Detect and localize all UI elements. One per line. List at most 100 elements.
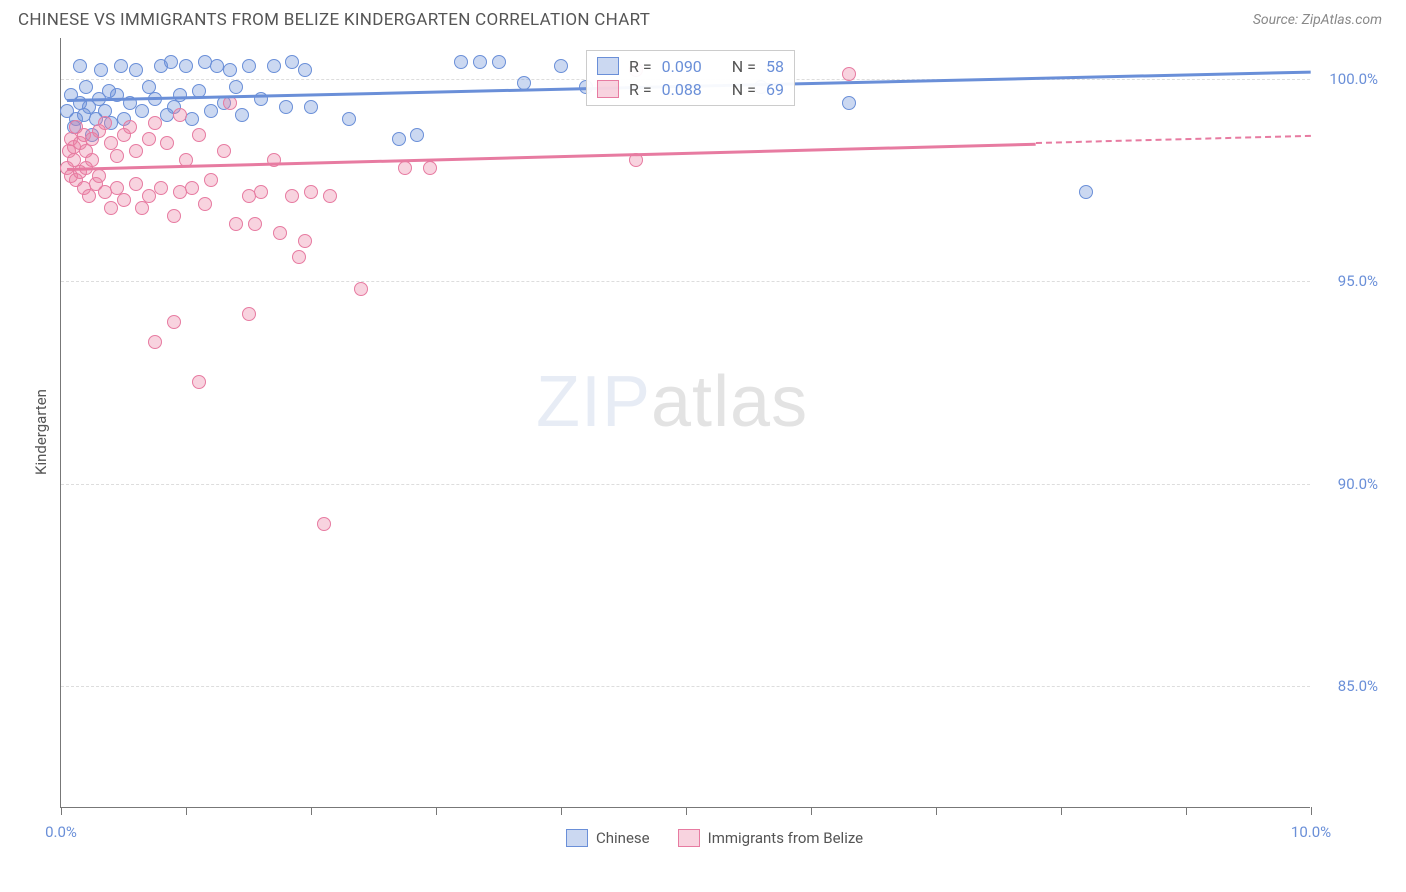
data-point [167, 209, 181, 223]
data-point [160, 136, 174, 150]
data-point [185, 181, 199, 195]
data-point [842, 67, 856, 81]
stat-r-value: 0.090 [662, 57, 702, 76]
data-point [354, 282, 368, 296]
y-tick-label: 100.0% [1318, 70, 1378, 88]
legend-label: Immigrants from Belize [708, 829, 864, 847]
data-point [235, 108, 249, 122]
data-point [92, 169, 106, 183]
data-point [254, 185, 268, 199]
data-point [248, 217, 262, 231]
stat-r-label: R = [629, 80, 652, 99]
data-point [173, 108, 187, 122]
gridline [61, 686, 1310, 687]
data-point [229, 217, 243, 231]
correlation-stats-box: R = 0.090 N = 58 R = 0.088 N = 69 [586, 50, 795, 106]
y-tick-label: 95.0% [1318, 272, 1378, 290]
data-point [164, 55, 178, 69]
stats-row: R = 0.090 N = 58 [597, 55, 784, 78]
legend-item[interactable]: Chinese [566, 829, 650, 847]
data-point [94, 63, 108, 77]
trend-line [67, 142, 1036, 170]
trend-line-extrapolated [1036, 135, 1311, 144]
data-point [129, 177, 143, 191]
data-point [185, 112, 199, 126]
stat-n-value: 58 [766, 57, 784, 76]
data-point [148, 335, 162, 349]
data-point [304, 100, 318, 114]
data-point [98, 116, 112, 130]
series-swatch [597, 80, 619, 98]
data-point [279, 100, 293, 114]
data-point [204, 104, 218, 118]
data-point [204, 173, 218, 187]
data-point [142, 132, 156, 146]
data-point [1079, 185, 1093, 199]
series-swatch [597, 57, 619, 75]
data-point [229, 80, 243, 94]
data-point [473, 55, 487, 69]
chart-title: CHINESE VS IMMIGRANTS FROM BELIZE KINDER… [18, 10, 650, 30]
data-point [223, 96, 237, 110]
data-point [129, 144, 143, 158]
data-point [167, 315, 181, 329]
data-point [135, 104, 149, 118]
data-point [173, 88, 187, 102]
gridline [61, 484, 1310, 485]
legend-label: Chinese [596, 829, 650, 847]
x-tick [561, 807, 562, 815]
stat-n-value: 69 [766, 80, 784, 99]
x-tick [1311, 807, 1312, 815]
data-point [298, 234, 312, 248]
data-point [110, 149, 124, 163]
legend-swatch [678, 829, 700, 847]
data-point [842, 96, 856, 110]
legend-swatch [566, 829, 588, 847]
data-point [142, 189, 156, 203]
stat-r-label: R = [629, 57, 652, 76]
data-point [323, 189, 337, 203]
x-tick [186, 807, 187, 815]
data-point [342, 112, 356, 126]
x-tick [1061, 807, 1062, 815]
data-point [179, 59, 193, 73]
stats-row: R = 0.088 N = 69 [597, 78, 784, 101]
gridline [61, 281, 1310, 282]
data-point [192, 375, 206, 389]
data-point [242, 59, 256, 73]
data-point [104, 201, 118, 215]
x-tick [1186, 807, 1187, 815]
data-point [73, 59, 87, 73]
watermark: ZIPatlas [536, 361, 808, 443]
data-point [267, 59, 281, 73]
data-point [410, 128, 424, 142]
data-point [123, 120, 137, 134]
data-point [114, 59, 128, 73]
data-point [192, 128, 206, 142]
data-point [223, 63, 237, 77]
y-tick-label: 90.0% [1318, 475, 1378, 493]
data-point [273, 226, 287, 240]
data-point [285, 189, 299, 203]
data-point [454, 55, 468, 69]
x-tick [311, 807, 312, 815]
legend-item[interactable]: Immigrants from Belize [678, 829, 864, 847]
data-point [85, 153, 99, 167]
data-point [304, 185, 318, 199]
y-tick-label: 85.0% [1318, 677, 1378, 695]
data-point [148, 116, 162, 130]
watermark-a: ZIP [536, 362, 651, 442]
stat-r-value: 0.088 [662, 80, 702, 99]
legend: Chinese Immigrants from Belize [566, 829, 863, 847]
data-point [423, 161, 437, 175]
x-tick [811, 807, 812, 815]
stat-n-label: N = [732, 57, 756, 76]
x-tick [936, 807, 937, 815]
data-point [398, 161, 412, 175]
data-point [554, 59, 568, 73]
data-point [154, 181, 168, 195]
stat-n-label: N = [732, 80, 756, 99]
source-attribution: Source: ZipAtlas.com [1253, 12, 1382, 28]
watermark-b: atlas [651, 362, 808, 442]
data-point [298, 63, 312, 77]
